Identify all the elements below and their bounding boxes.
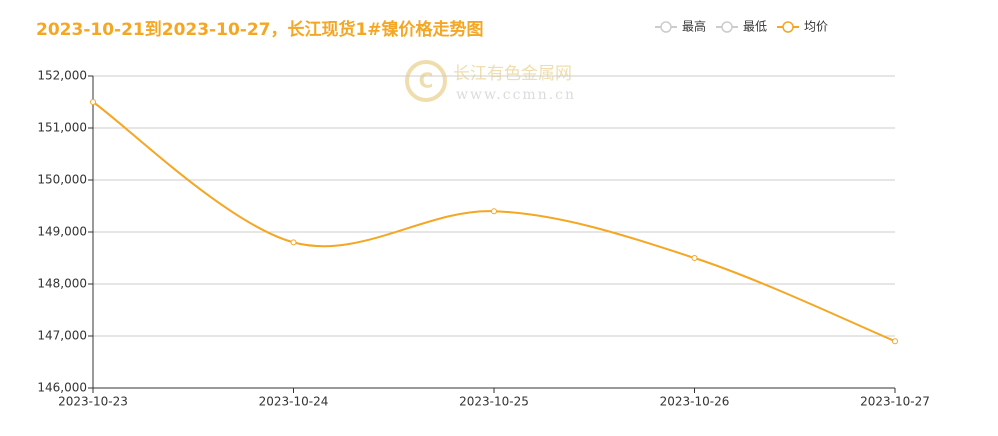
y-tick-label: 149,000	[37, 225, 87, 239]
data-point	[892, 338, 898, 345]
legend-label: 最高	[682, 19, 706, 34]
y-tick-label: 147,000	[37, 329, 87, 343]
x-tick-label: 2023-10-26	[660, 395, 730, 409]
watermark-text: 长江有色金属网	[453, 64, 572, 84]
legend-marker	[782, 21, 794, 33]
chart-title: 2023-10-21到2023-10-27，长江现货1#镍价格走势图	[36, 19, 484, 40]
watermark: C 长江有色金属网 www.ccmn.cn	[405, 60, 576, 103]
x-tick-label: 2023-10-25	[459, 395, 529, 409]
y-tick-label: 148,000	[37, 277, 87, 291]
x-tick-label: 2023-10-24	[259, 395, 329, 409]
y-tick-label: 146,000	[37, 381, 87, 395]
legend-marker	[660, 21, 672, 33]
data-point	[290, 239, 297, 246]
legend-label: 最低	[743, 20, 767, 34]
y-tick-label: 151,000	[37, 121, 87, 135]
y-tick-label: 150,000	[37, 173, 87, 187]
series-line	[92, 101, 896, 343]
x-tick-label: 2023-10-27	[860, 395, 930, 409]
watermark-logo-letter: C	[419, 69, 434, 93]
data-point	[491, 208, 497, 215]
x-tick-label: 2023-10-23	[58, 395, 128, 409]
y-tick-label: 152,000	[37, 69, 87, 83]
watermark-url: www.ccmn.cn	[456, 87, 576, 103]
data-point	[691, 255, 698, 261]
data-point	[90, 99, 96, 105]
legend-label: 均价	[804, 20, 828, 34]
watermark-logo	[405, 60, 447, 102]
legend-marker	[721, 21, 733, 33]
